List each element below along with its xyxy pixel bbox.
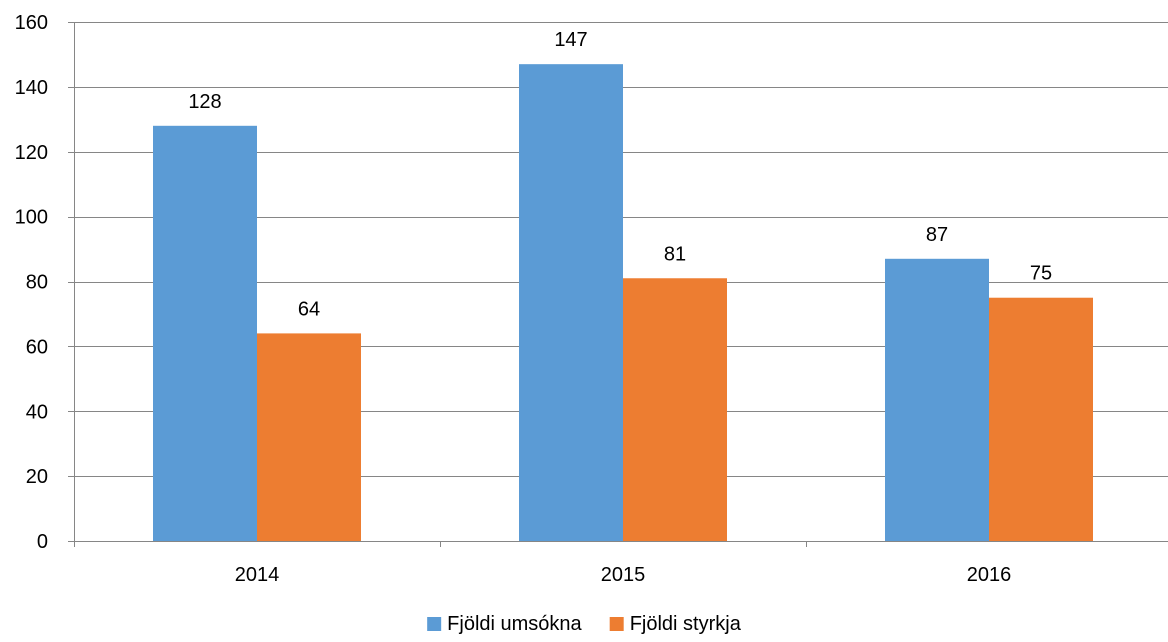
x-tick-label: 2016	[967, 564, 1012, 586]
bar-2015-series-2	[623, 278, 727, 541]
data-label: 87	[926, 224, 948, 246]
x-tick-label: 2014	[235, 564, 280, 586]
data-label: 128	[188, 91, 221, 113]
y-tick-labels: 0 20 40 60 80 100 120 140 160	[15, 12, 48, 553]
y-tick-label: 80	[26, 272, 48, 294]
y-tick-label: 40	[26, 401, 48, 423]
bar-2016-series-2	[989, 297, 1093, 541]
legend: Fjöldi umsókna Fjöldi styrkja	[427, 613, 742, 635]
legend-label: Fjöldi styrkja	[630, 613, 742, 635]
bar-2014-series-1	[153, 125, 257, 542]
axes	[68, 22, 1168, 547]
bar-2016-series-1	[885, 258, 989, 541]
legend-swatch	[427, 617, 442, 631]
y-tick-label: 120	[15, 142, 48, 164]
x-tick-labels: 2014 2015 2016	[235, 564, 1012, 586]
data-label: 147	[554, 29, 587, 51]
bar-2015-series-1	[519, 64, 623, 541]
y-tick-label: 160	[15, 12, 48, 34]
data-label: 75	[1030, 263, 1052, 285]
x-tick-label: 2015	[601, 564, 646, 586]
y-tick-label: 100	[15, 207, 48, 229]
y-tick-label: 60	[26, 336, 48, 358]
legend-swatch	[609, 617, 624, 631]
data-label: 81	[664, 243, 686, 265]
legend-label: Fjöldi umsókna	[447, 613, 582, 635]
bar-2014-series-2	[257, 333, 361, 541]
y-tick-label: 0	[37, 531, 48, 553]
bars	[153, 64, 1093, 542]
data-labels: 128 64 147 81 87 75	[188, 29, 1052, 320]
y-tick-label: 140	[15, 77, 48, 99]
data-label: 64	[298, 298, 320, 320]
y-tick-label: 20	[26, 466, 48, 488]
